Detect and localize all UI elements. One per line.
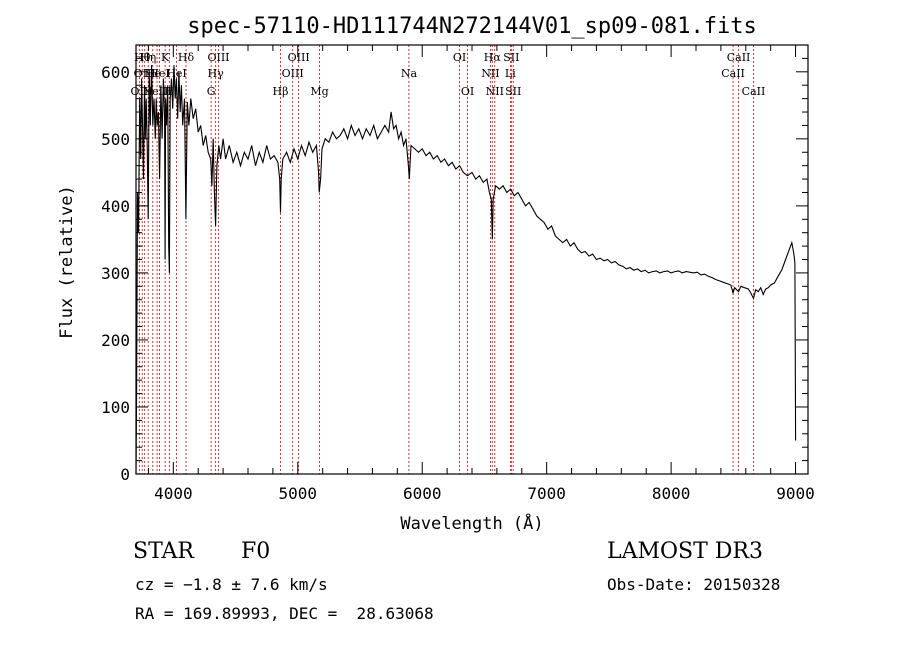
line-label: CaII bbox=[742, 85, 766, 98]
x-tick-label: 9000 bbox=[776, 484, 815, 503]
line-markers bbox=[138, 45, 754, 474]
y-tick-label: 0 bbox=[120, 465, 130, 484]
line-label: OII bbox=[131, 85, 149, 98]
line-label: OIII bbox=[134, 67, 156, 80]
y-axis-label: Flux (relative) bbox=[57, 185, 77, 339]
x-tick-label: 6000 bbox=[403, 484, 442, 503]
line-label: OIII bbox=[288, 51, 310, 64]
y-axis-ticks: 0 100 200 300 400 500 600 bbox=[101, 57, 808, 484]
x-tick-label: 5000 bbox=[279, 484, 318, 503]
line-label: Mg bbox=[310, 85, 328, 98]
y-tick-label: 400 bbox=[101, 197, 130, 216]
line-label: CaII bbox=[721, 67, 745, 80]
line-label: Na bbox=[401, 67, 418, 80]
x-tick-label: 7000 bbox=[527, 484, 566, 503]
line-label: H bbox=[165, 85, 175, 98]
line-label: K bbox=[161, 51, 170, 64]
x-axis-ticks: 4000 5000 6000 7000 8000 9000 bbox=[147, 45, 815, 503]
line-label: Hη bbox=[140, 51, 156, 64]
x-axis-label: Wavelength (Å) bbox=[400, 512, 543, 534]
line-label: Hδ bbox=[178, 51, 195, 64]
line-label: HeI bbox=[149, 67, 169, 80]
line-label: OI bbox=[453, 51, 466, 64]
line-label: Li bbox=[505, 67, 516, 80]
y-tick-label: 200 bbox=[101, 331, 130, 350]
chart-title: spec-57110-HD111744N272144V01_sp09-081.f… bbox=[187, 14, 757, 39]
coordinates: RA = 169.89993, DEC = 28.63068 bbox=[135, 604, 434, 623]
plot-frame bbox=[135, 44, 809, 475]
object-subclass: F0 bbox=[241, 539, 271, 564]
line-label: Hβ bbox=[273, 85, 289, 98]
line-label: Hθ bbox=[134, 51, 151, 64]
redshift-cz: cz = −1.8 ± 7.6 km/s bbox=[135, 575, 328, 594]
y-tick-label: 300 bbox=[101, 264, 130, 283]
obs-date: Obs-Date: 20150328 bbox=[607, 575, 781, 594]
survey-name: LAMOST DR3 bbox=[607, 539, 763, 564]
line-label: SII bbox=[503, 51, 519, 64]
y-tick-label: 100 bbox=[101, 398, 130, 417]
line-labels: OIIHθOIIIHηHeNeIIIHeIKHHeIHδGHγOIIIHβOII… bbox=[131, 51, 766, 98]
line-label: HeI bbox=[166, 67, 186, 80]
x-tick-label: 4000 bbox=[154, 484, 193, 503]
y-tick-label: 500 bbox=[101, 130, 130, 149]
line-label: NII bbox=[486, 85, 504, 98]
line-label: G bbox=[207, 85, 216, 98]
y-tick-label: 600 bbox=[101, 63, 130, 82]
line-label: OIII bbox=[207, 51, 229, 64]
line-label: OI bbox=[461, 85, 474, 98]
line-label: OIII bbox=[282, 67, 304, 80]
x-tick-label: 8000 bbox=[652, 484, 691, 503]
line-label: SII bbox=[505, 85, 521, 98]
line-label: Hγ bbox=[208, 67, 225, 80]
line-label: Hα bbox=[484, 51, 502, 64]
object-class: STAR bbox=[133, 539, 194, 564]
line-label: CaII bbox=[727, 51, 751, 64]
line-label: NII bbox=[481, 67, 499, 80]
flux-series-line bbox=[135, 65, 797, 475]
